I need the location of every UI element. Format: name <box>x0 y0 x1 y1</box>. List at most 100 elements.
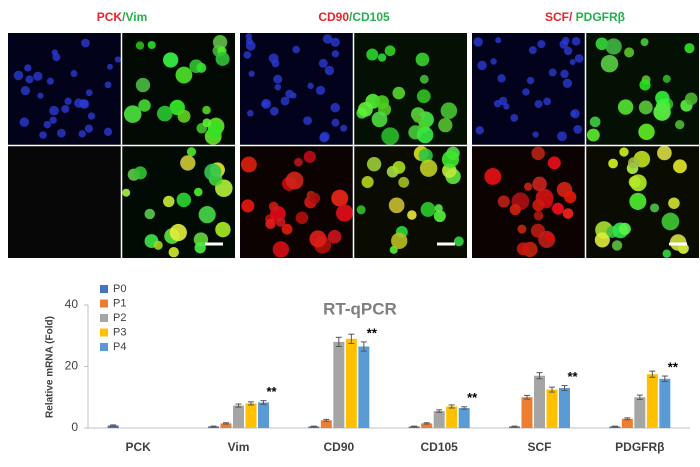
panel-label: SCF/ PDGFRβ <box>545 10 625 24</box>
cell <box>548 68 557 77</box>
legend-label: P2 <box>113 312 126 324</box>
cell <box>331 118 340 127</box>
cell <box>419 159 438 177</box>
y-axis-label: Relative mRNA (Fold) <box>45 316 56 418</box>
cell <box>517 224 527 234</box>
cell <box>528 46 537 55</box>
bar <box>458 408 470 428</box>
cell <box>573 124 583 134</box>
cell <box>24 64 32 72</box>
x-tick-label: CD90 <box>323 440 354 454</box>
bar <box>233 405 244 428</box>
error-bar <box>561 385 568 391</box>
cell <box>571 37 581 46</box>
cell <box>135 41 145 50</box>
cell <box>246 109 254 117</box>
cell <box>684 92 698 106</box>
error-bar <box>624 417 631 421</box>
cell <box>624 47 635 58</box>
cell <box>673 159 687 174</box>
legend-swatch <box>100 328 108 337</box>
cell <box>78 130 86 138</box>
cell <box>418 148 433 163</box>
error-bar <box>223 422 229 425</box>
cell <box>303 116 312 126</box>
cell <box>33 71 43 81</box>
error-bar <box>536 372 543 380</box>
cell <box>294 157 303 167</box>
bar <box>659 378 671 428</box>
cell <box>495 37 502 44</box>
cell <box>419 74 429 84</box>
cell <box>392 160 406 174</box>
cell <box>273 74 283 84</box>
cell <box>336 204 354 222</box>
cell <box>204 163 222 181</box>
label-part: /CD105 <box>349 10 390 24</box>
cell <box>271 59 280 68</box>
cell <box>516 242 530 256</box>
cell <box>537 40 546 49</box>
cell <box>526 76 535 85</box>
cell <box>391 232 408 249</box>
cell <box>85 89 93 97</box>
cell <box>292 45 300 54</box>
cell <box>84 124 94 133</box>
cell <box>103 127 113 136</box>
error-bar <box>360 341 367 352</box>
cell <box>557 131 567 142</box>
bar <box>433 411 445 428</box>
significance-mark: ** <box>367 325 378 340</box>
cell <box>490 58 497 65</box>
error-bar <box>423 422 430 425</box>
bar <box>345 338 357 428</box>
cell <box>441 150 460 168</box>
cell <box>434 204 443 213</box>
bar <box>634 397 646 428</box>
cell <box>649 203 660 213</box>
cell <box>186 147 197 157</box>
label-part: CD90 <box>318 10 349 24</box>
cell <box>281 223 293 235</box>
bar <box>421 423 433 428</box>
cell <box>20 85 31 96</box>
cell <box>377 53 387 62</box>
micrograph-panel <box>8 33 235 258</box>
cell <box>477 60 487 71</box>
cell <box>261 98 272 109</box>
cell <box>639 79 651 91</box>
cell <box>177 109 191 123</box>
cell <box>135 77 151 93</box>
y-tick-label: 20 <box>65 359 79 373</box>
cell <box>407 210 417 220</box>
bar <box>646 374 658 428</box>
cell <box>106 63 113 70</box>
y-tick-label: 40 <box>65 297 79 311</box>
bar <box>621 418 633 428</box>
cell <box>340 124 348 132</box>
cell <box>640 38 649 47</box>
cell <box>64 97 72 105</box>
cell <box>617 99 634 115</box>
cell <box>194 187 203 197</box>
error-bar <box>110 424 117 427</box>
cell <box>114 56 122 63</box>
cell <box>13 70 24 81</box>
cell <box>25 75 34 84</box>
cell <box>198 206 216 224</box>
cell <box>563 190 577 204</box>
legend-swatch <box>100 285 108 293</box>
cell <box>559 40 569 49</box>
bar <box>258 402 269 428</box>
legend-label: P3 <box>113 326 126 338</box>
cell <box>70 69 78 77</box>
panel-label: CD90/CD105 <box>318 10 390 24</box>
bar <box>546 389 558 428</box>
bar <box>107 425 119 428</box>
legend-swatch <box>100 299 108 308</box>
cell <box>574 54 584 63</box>
cell <box>675 119 685 130</box>
error-bar <box>411 425 418 428</box>
x-tick-label: CD105 <box>420 440 458 454</box>
